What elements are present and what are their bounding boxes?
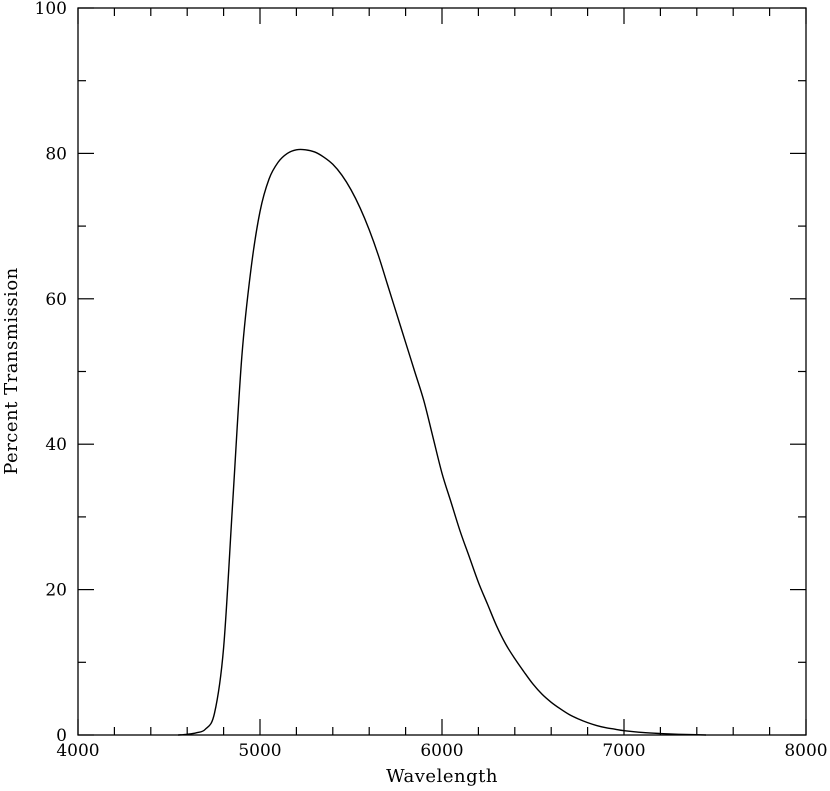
x-tick-label: 6000 (420, 741, 463, 761)
x-tick-labels: 4000 5000 6000 7000 8000 (56, 741, 827, 761)
x-tick-label: 8000 (784, 741, 827, 761)
y-axis-label: Percent Transmission (1, 267, 22, 475)
x-tick-label: 7000 (602, 741, 645, 761)
y-tick-label: 20 (45, 581, 67, 601)
y-tick-label: 100 (35, 0, 67, 19)
axis-ticks (77, 7, 807, 736)
transmission-curve (178, 148, 706, 736)
x-tick-label: 5000 (238, 741, 281, 761)
x-axis-label: Wavelength (386, 766, 498, 787)
y-tick-label: 0 (56, 726, 67, 746)
y-tick-labels: 0 20 40 60 80 100 (35, 0, 67, 746)
y-tick-label: 80 (45, 144, 67, 164)
y-tick-label: 60 (45, 290, 67, 310)
plot-frame (77, 7, 807, 736)
x-tick-label: 4000 (56, 741, 99, 761)
y-tick-label: 40 (45, 435, 67, 455)
